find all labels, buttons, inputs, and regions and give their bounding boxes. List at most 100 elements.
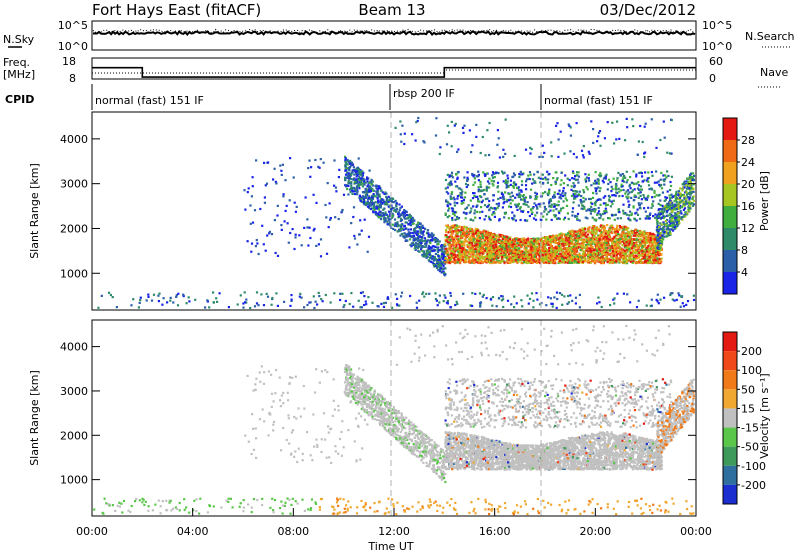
scatter-cell xyxy=(433,238,436,241)
scatter-cell xyxy=(528,297,532,300)
scatter-cell xyxy=(575,255,578,258)
scatter-cell xyxy=(500,252,503,255)
scatter-cell xyxy=(400,223,403,226)
scatter-cell xyxy=(371,194,374,197)
scatter-cell xyxy=(457,235,460,238)
scatter-cell xyxy=(459,231,462,234)
scatter-cell xyxy=(566,239,569,242)
scatter-cell xyxy=(622,248,625,251)
scatter-cell xyxy=(392,201,395,204)
scatter-cell xyxy=(442,270,445,273)
scatter-cell xyxy=(611,246,615,249)
scatter-cell xyxy=(347,172,350,175)
scatter-cell xyxy=(391,212,394,215)
scatter-cell xyxy=(601,252,604,255)
scatter-cell xyxy=(500,248,503,251)
scatter-cell xyxy=(333,159,336,162)
scatter-cell xyxy=(346,158,349,162)
scatter-cell xyxy=(396,223,399,226)
scatter-cell xyxy=(614,232,617,235)
scatter-cell xyxy=(413,229,417,232)
scatter-cell xyxy=(372,207,375,210)
scatter-cell xyxy=(622,228,625,231)
scatter-cell xyxy=(401,232,404,236)
scatter-cell xyxy=(335,190,338,193)
scatter-cell xyxy=(431,245,434,248)
scatter-cell xyxy=(341,292,344,295)
scatter-cell xyxy=(579,238,582,241)
scatter-cell xyxy=(417,245,420,248)
scatter-cell xyxy=(538,246,541,249)
scatter-cell xyxy=(598,234,602,237)
scatter-cell xyxy=(416,225,419,228)
scatter-cell xyxy=(521,252,524,255)
scatter-cell xyxy=(447,236,450,239)
scatter-cell xyxy=(675,298,678,301)
scatter-cell xyxy=(630,244,633,247)
scatter-cell xyxy=(372,193,375,196)
scatter-cell xyxy=(172,301,175,304)
scatter-cell xyxy=(500,234,503,238)
scatter-cell xyxy=(434,263,437,266)
scatter-cell xyxy=(636,229,639,232)
scatter-cell xyxy=(588,231,592,234)
scatter-cell xyxy=(491,240,494,243)
scatter-cell xyxy=(431,249,434,253)
scatter-cell xyxy=(575,257,578,260)
scatter-cell xyxy=(648,251,651,254)
scatter-cell xyxy=(366,193,369,196)
scatter-cell xyxy=(389,197,392,200)
scatter-cell xyxy=(342,193,346,196)
scatter-cell xyxy=(641,248,644,251)
scatter-cell xyxy=(438,249,441,252)
scatter-cell xyxy=(407,234,410,237)
scatter-cell xyxy=(377,185,380,188)
scatter-cell xyxy=(476,243,479,246)
scatter-cell xyxy=(603,235,606,239)
scatter-cell xyxy=(630,257,633,260)
scatter-cell xyxy=(478,255,481,258)
scatter-cell xyxy=(610,255,613,258)
scatter-cell xyxy=(256,242,259,245)
power-scatter-cells xyxy=(97,116,696,310)
scatter-cell xyxy=(280,169,283,172)
scatter-cell xyxy=(314,300,317,303)
scatter-cell xyxy=(556,242,559,245)
scatter-cell xyxy=(371,184,375,187)
scatter-cell xyxy=(446,253,449,256)
scatter-cell xyxy=(448,254,451,257)
scatter-cell xyxy=(641,240,644,243)
scatter-cell xyxy=(635,251,638,254)
scatter-cell xyxy=(495,234,498,237)
scatter-cell xyxy=(376,188,379,191)
scatter-cell xyxy=(482,250,485,253)
scatter-cell xyxy=(618,235,621,238)
scatter-cell xyxy=(391,306,394,309)
scatter-cell xyxy=(510,303,513,306)
scatter-cell xyxy=(387,195,390,198)
scatter-cell xyxy=(344,159,347,162)
scatter-cell xyxy=(138,301,141,304)
scatter-cell xyxy=(603,225,606,228)
scatter-cell xyxy=(355,186,358,189)
scatter-cell xyxy=(392,206,395,210)
scatter-cell xyxy=(478,253,481,256)
scatter-cell xyxy=(555,249,558,252)
scatter-cell xyxy=(671,292,674,295)
scatter-cell xyxy=(363,183,366,186)
scatter-cell xyxy=(535,257,538,260)
scatter-cell xyxy=(451,247,454,250)
scatter-cell xyxy=(651,259,654,262)
scatter-cell xyxy=(374,211,377,214)
scatter-cell xyxy=(501,238,505,241)
scatter-cell xyxy=(647,261,650,264)
scatter-cell xyxy=(599,245,602,248)
scatter-cell xyxy=(568,258,572,261)
scatter-cell xyxy=(273,167,276,170)
scatter-cell xyxy=(444,296,447,299)
scatter-cell xyxy=(284,179,287,182)
scatter-cell xyxy=(395,303,399,306)
scatter-cell xyxy=(344,155,347,158)
scatter-cell xyxy=(477,260,480,263)
scatter-cell xyxy=(293,201,296,204)
